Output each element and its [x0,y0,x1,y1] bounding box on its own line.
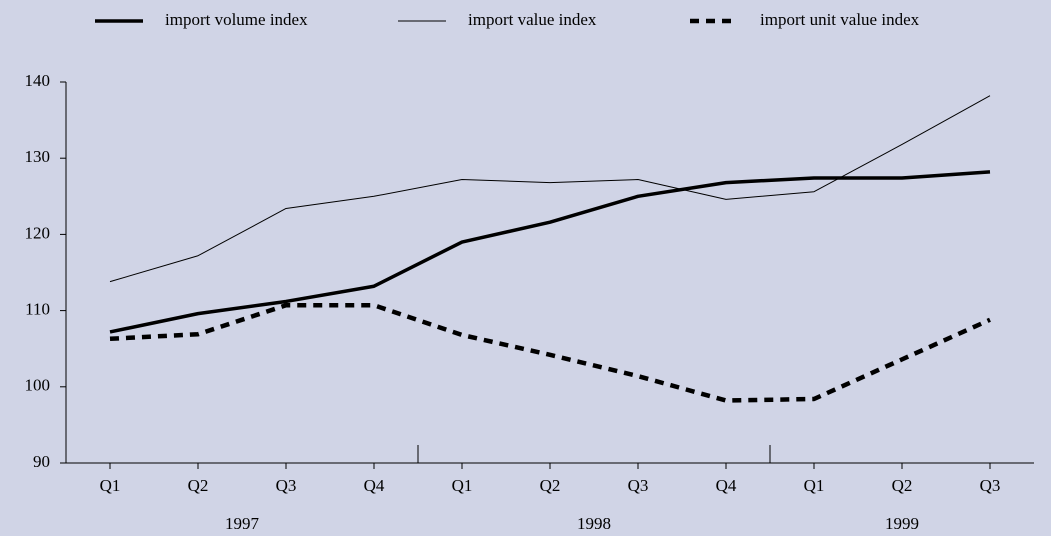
x-tick-label: Q4 [716,476,737,495]
group-label: 1997 [225,514,260,533]
y-tick-label: 90 [33,452,50,471]
x-tick-label: Q3 [628,476,649,495]
group-label: 1998 [577,514,611,533]
legend-label: import unit value index [760,10,920,29]
y-tick-label: 140 [25,71,51,90]
x-tick-label: Q1 [100,476,121,495]
y-tick-label: 110 [25,300,50,319]
y-tick-label: 130 [25,147,51,166]
series-line [109,95,991,283]
x-tick-label: Q2 [892,476,913,495]
x-tick-label: Q2 [188,476,209,495]
y-tick-label: 100 [25,376,51,395]
y-tick-label: 120 [25,223,51,242]
series-line [109,303,991,403]
series-line [109,170,991,334]
group-label: 1999 [885,514,919,533]
x-tick-label: Q3 [980,476,1001,495]
x-tick-label: Q1 [804,476,825,495]
legend-label: import value index [468,10,597,29]
legend-label: import volume index [165,10,308,29]
x-tick-label: Q3 [276,476,297,495]
x-tick-label: Q2 [540,476,561,495]
x-tick-label: Q4 [364,476,385,495]
x-tick-label: Q1 [452,476,473,495]
